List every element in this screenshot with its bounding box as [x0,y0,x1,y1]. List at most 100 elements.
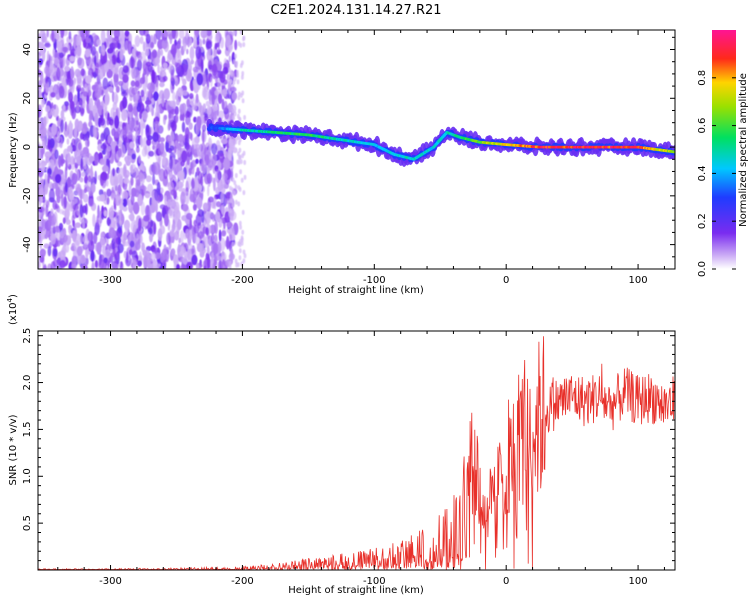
spectrogram-noise-cell [135,120,139,126]
spectrogram-noise-cell [130,80,136,87]
spectrogram-noise-cell [235,60,239,66]
spectrogram-noise-cell [77,88,80,103]
spectrogram-noise-cell [146,138,152,146]
spectrogram-noise-cell [40,148,45,155]
spectrogram-noise-cell [238,154,242,160]
spectrogram-noise-cell [164,213,169,227]
snr-x-tick-label: -300 [99,576,122,587]
spectrogram-noise-cell [201,210,205,224]
spectrogram-noise-cell [180,160,185,167]
spectrogram-noise-cell [236,159,240,165]
spectrogram-noise-cell [107,86,114,93]
spectrogram-noise-cell [228,147,232,153]
spectrogram-noise-cell [41,162,46,173]
spectrogram-noise-cell [228,138,232,144]
snr-plot-area [38,331,675,570]
spectrogram-noise-cell [93,71,97,79]
spectrogram-noise-cell [170,108,177,115]
spectrogram-noise-cell [208,196,214,203]
spectrogram-noise-cell [159,82,165,88]
spectrogram-noise-cell [160,49,163,57]
spectrogram-noise-cell [242,249,246,255]
spectrogram-noise-cell [125,159,131,166]
spectrogram-noise-cell [241,229,245,235]
spectrogram-noise-cell [169,36,173,45]
spectrogram-noise-field [38,30,247,269]
spectrogram-noise-cell [190,59,195,65]
spectrogram-noise-cell [109,118,114,126]
spectrogram-x-axis-label: Height of straight line (km) [288,285,424,296]
spectrogram-noise-cell [157,228,163,242]
spectrogram-noise-cell [193,116,197,123]
spectrogram-noise-cell [221,138,228,145]
spectrogram-noise-cell [88,198,95,207]
spectrogram-noise-cell [71,172,78,185]
spectrogram-noise-cell [129,116,136,129]
spectrogram-noise-cell [241,60,244,66]
spectrogram-noise-cell [104,62,109,73]
spectrogram-noise-cell [76,246,83,257]
spectrogram-noise-cell [94,170,97,185]
spectrogram-noise-cell [243,115,247,120]
spectrogram-noise-cell [221,230,227,237]
spectrogram-noise-cell [119,261,123,269]
spectrogram-noise-cell [206,105,212,116]
spectrogram-noise-cell [234,258,238,264]
spectrogram-noise-cell [86,178,92,193]
snr-series-line [38,336,675,570]
spectrogram-noise-cell [84,30,90,37]
spectrogram-noise-cell [108,227,116,239]
spectrogram-noise-cell [45,204,49,218]
spectrogram-noise-cell [69,155,75,165]
spectrogram-noise-cell [106,216,112,227]
spectrogram-noise-cell [218,218,223,228]
spectrogram-noise-cell [117,42,121,50]
spectrogram-noise-cell [243,160,247,165]
spectrogram-noise-cell [86,56,93,70]
spectrogram-noise-cell [202,129,205,144]
colorbar-label: Normalized spectral amplitude [738,73,749,227]
spectrogram-noise-cell [197,231,204,239]
spectrogram-noise-cell [77,30,82,38]
spectrogram-noise-cell [69,192,75,201]
spectrogram-noise-cell [172,91,176,102]
spectrogram-noise-cell [87,140,90,147]
spectrogram-noise-cell [51,30,55,43]
spectrogram-x-tick-label: -200 [231,275,254,286]
spectrogram-noise-cell [84,156,88,162]
spectrogram-noise-cell [74,118,80,130]
spectrogram-noise-cell [113,220,119,229]
spectrogram-noise-cell [232,235,236,241]
spectrogram-noise-cell [229,79,233,85]
spectrogram-noise-cell [116,173,123,185]
spectrogram-noise-cell [122,206,128,212]
spectrogram-noise-cell [151,69,156,83]
spectrogram-noise-cell [181,121,186,133]
spectrogram-noise-cell [151,107,155,117]
spectrogram-noise-cell [206,173,213,184]
spectrogram-noise-cell [53,211,58,224]
spectrogram-noise-cell [122,65,129,74]
spectrogram-noise-cell [186,243,193,251]
spectrogram-noise-cell [51,182,59,190]
spectrogram-noise-cell [179,30,185,39]
spectrogram-noise-cell [127,131,133,140]
spectrogram-noise-cell [59,52,64,59]
spectrogram-noise-cell [110,192,115,201]
spectrogram-noise-cell [47,212,52,227]
spectrogram-noise-cell [44,81,50,94]
spectrogram-noise-cell [138,217,142,232]
spectrogram-noise-cell [88,97,94,112]
spectrogram-noise-cell [142,72,146,84]
spectrogram-noise-cell [65,57,70,67]
spectrogram-noise-cell [206,30,212,37]
spectrogram-noise-cell [231,202,235,208]
snr-y-axis-label: SNR (10 * v/v) [8,414,19,485]
spectrogram-noise-cell [213,254,218,268]
spectrogram-noise-cell [159,142,165,153]
spectrogram-noise-cell [91,261,95,269]
spectrogram-noise-cell [91,182,96,193]
spectrogram-noise-cell [135,135,140,148]
spectrogram-noise-cell [140,123,144,137]
